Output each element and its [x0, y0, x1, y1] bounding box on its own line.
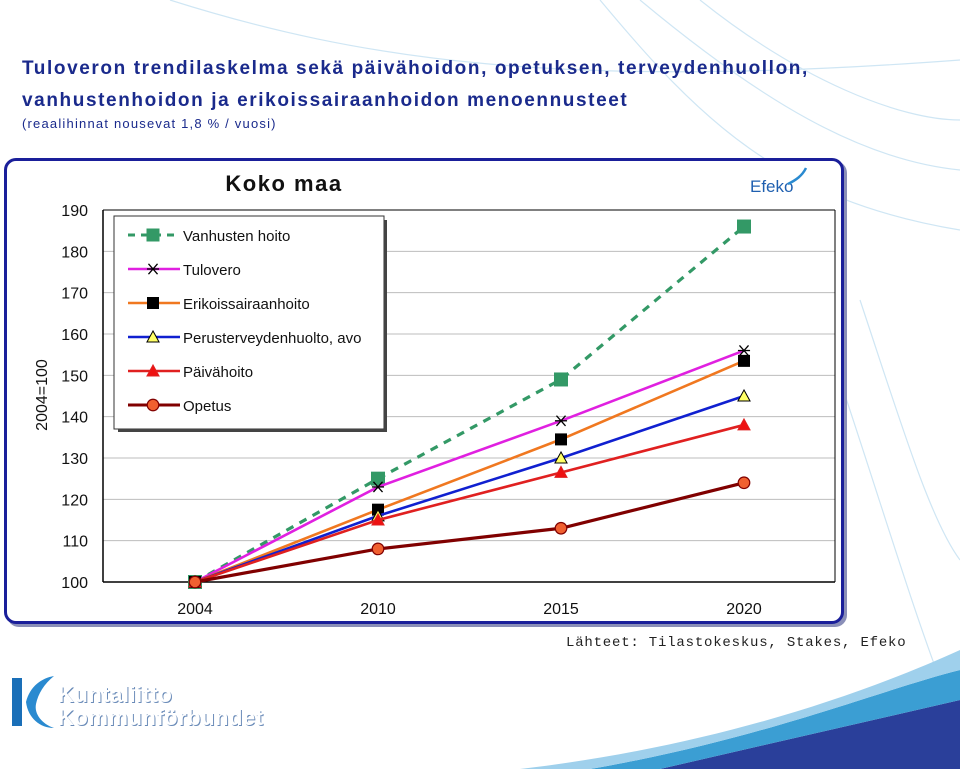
y-tick-label: 120	[61, 492, 88, 509]
legend-item: Erikoissairaanhoito	[128, 296, 310, 313]
source-note: Lähteet: Tilastokeskus, Stakes, Efeko	[566, 635, 907, 651]
y-tick-label: 180	[61, 244, 88, 261]
marker-circle	[146, 398, 160, 412]
legend-label: Erikoissairaanhoito	[183, 296, 310, 313]
marker-triangle	[737, 388, 751, 402]
legend-label: Päivähoito	[183, 364, 253, 381]
marker-square	[737, 219, 751, 234]
marker-triangle	[737, 417, 751, 431]
legend-shadow	[118, 429, 387, 432]
page-title-line-2: vanhustenhoidon ja erikoissairaanhoidon …	[22, 90, 629, 111]
marker-square	[371, 471, 385, 486]
y-tick-label: 110	[62, 534, 88, 551]
series-opetus	[188, 476, 751, 589]
marker-square	[555, 433, 567, 446]
marker-square	[554, 372, 568, 387]
x-tick-label: 2020	[726, 601, 762, 618]
y-axis-label: 2004=100	[34, 359, 51, 431]
x-tick-label: 2015	[543, 601, 579, 618]
series-line	[194, 423, 745, 584]
legend-label: Vanhusten hoito	[183, 228, 290, 245]
series-line	[194, 349, 745, 584]
marker-square	[147, 297, 159, 309]
kuntaliitto-logo-icon	[12, 676, 54, 728]
y-tick-label: 170	[61, 286, 88, 303]
legend-label: Perusterveydenhuolto, avo	[183, 330, 361, 347]
page-title-line-1: Tuloveron trendilaskelma sekä päivähoido…	[22, 58, 809, 79]
marker-circle	[188, 575, 202, 589]
x-tick-label: 2010	[360, 601, 396, 618]
efeko-logo-text: Efeko	[750, 177, 793, 196]
marker-triangle	[371, 512, 385, 526]
legend-item: Päivähoito	[128, 363, 253, 381]
marker-asterisk	[371, 481, 385, 493]
efeko-swoosh-icon	[787, 167, 808, 186]
marker-triangle	[146, 363, 160, 377]
y-tick-label: 140	[61, 410, 88, 427]
logo-line-1: Kuntaliitto	[58, 682, 173, 707]
marker-triangle	[554, 465, 568, 478]
series-line	[194, 225, 746, 584]
marker-triangle	[554, 450, 568, 464]
y-tick-label: 160	[61, 327, 88, 344]
marker-triangle	[146, 329, 160, 343]
marker-circle	[737, 476, 751, 490]
legend-item: Tulovero	[128, 262, 241, 279]
y-tick-label: 190	[61, 203, 88, 220]
series-line	[194, 359, 745, 584]
legend-item: Opetus	[128, 398, 231, 415]
legend-label: Tulovero	[183, 262, 241, 279]
legend-shadow	[384, 220, 387, 432]
series-line	[194, 394, 745, 584]
marker-square	[146, 228, 160, 242]
efeko-logo: Efeko	[750, 167, 808, 196]
marker-circle	[371, 542, 385, 556]
marker-square	[738, 354, 750, 367]
marker-circle	[554, 521, 568, 535]
marker-asterisk	[554, 415, 568, 427]
legend-item: Perusterveydenhuolto, avo	[128, 329, 361, 347]
legend-label: Opetus	[183, 398, 231, 415]
legend-item: Vanhusten hoito	[128, 228, 290, 245]
x-tick-label: 2004	[177, 601, 213, 618]
y-tick-label: 150	[61, 368, 88, 385]
y-tick-label: 100	[61, 575, 88, 592]
series-line	[194, 481, 745, 584]
marker-asterisk	[146, 263, 160, 275]
chart-title: Koko maa	[225, 171, 342, 196]
legend-box	[113, 215, 385, 430]
marker-asterisk	[737, 344, 751, 357]
y-tick-label: 130	[61, 451, 88, 468]
logo-line-2: Kommunförbundet	[58, 705, 264, 730]
page-subtitle: (reaalihinnat nousevat 1,8 % / vuosi)	[22, 116, 277, 131]
